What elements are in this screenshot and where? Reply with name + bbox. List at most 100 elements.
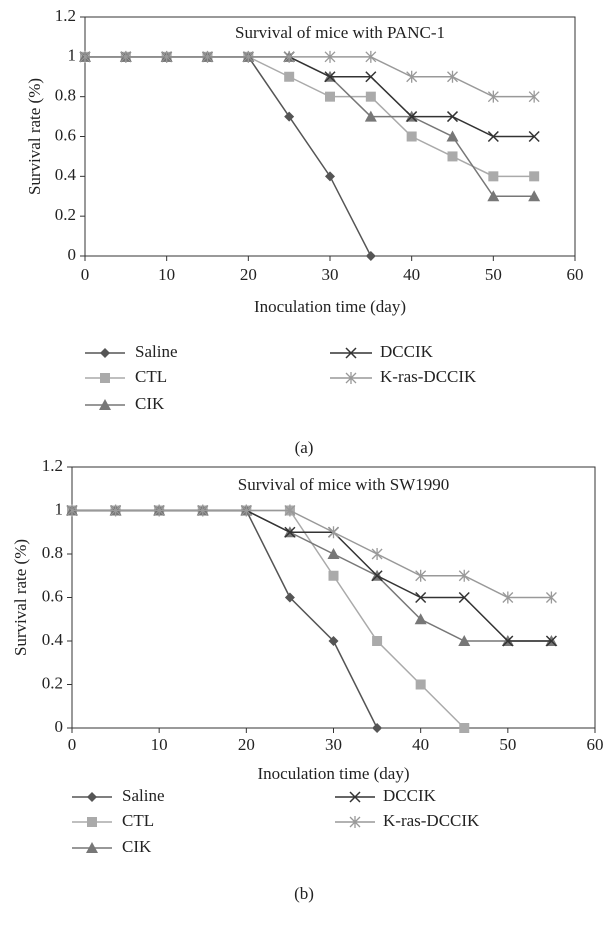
- series-line: [72, 509, 552, 642]
- legend-label: K-ras-DCCIK: [383, 811, 480, 830]
- marker: [545, 591, 557, 604]
- chart-title: Survival of mice with PANC-1: [235, 23, 445, 42]
- marker: [406, 131, 417, 142]
- marker: [372, 723, 383, 733]
- legend-label: Saline: [135, 342, 178, 361]
- series-line: [72, 509, 465, 729]
- marker: [86, 842, 98, 853]
- legend-label: DCCIK: [380, 342, 434, 361]
- marker: [87, 817, 97, 827]
- marker: [242, 50, 254, 63]
- y-tick-label: 0: [68, 245, 77, 264]
- marker: [324, 71, 336, 83]
- marker: [349, 791, 361, 803]
- marker: [502, 591, 514, 604]
- marker: [528, 130, 540, 143]
- marker: [110, 504, 122, 517]
- marker: [284, 592, 295, 603]
- x-tick-label: 30: [322, 265, 339, 284]
- marker: [459, 723, 470, 733]
- marker: [371, 570, 383, 582]
- x-tick-label: 10: [151, 735, 168, 754]
- marker: [458, 635, 471, 646]
- y-axis-label: Survival rate (%): [25, 78, 44, 195]
- marker: [415, 591, 427, 604]
- marker: [458, 591, 470, 604]
- y-tick-label: 1.2: [55, 6, 76, 25]
- chart-title: Survival of mice with SW1990: [238, 475, 450, 494]
- caption: (b): [294, 884, 314, 903]
- marker: [447, 151, 458, 162]
- marker: [284, 71, 295, 82]
- marker: [345, 372, 357, 384]
- x-tick-label: 30: [325, 735, 342, 754]
- marker: [153, 504, 165, 517]
- marker: [446, 111, 459, 123]
- x-tick-label: 50: [499, 735, 516, 754]
- marker: [284, 111, 295, 122]
- marker: [458, 569, 470, 582]
- legend-label: K-ras-DCCIK: [380, 367, 477, 386]
- x-tick-label: 40: [403, 265, 420, 284]
- marker: [161, 50, 173, 63]
- marker: [100, 348, 110, 358]
- caption: (a): [295, 438, 314, 457]
- series-line: [72, 509, 378, 729]
- marker: [328, 570, 339, 581]
- legend-label: CIK: [135, 394, 165, 413]
- marker: [284, 526, 296, 538]
- legend-label: CTL: [135, 367, 167, 386]
- x-tick-label: 60: [567, 265, 584, 284]
- marker: [406, 70, 418, 83]
- series-line: [85, 56, 535, 138]
- x-tick-label: 0: [68, 735, 77, 754]
- series-line: [72, 509, 552, 642]
- y-tick-label: 0.6: [42, 586, 63, 605]
- marker: [372, 636, 383, 646]
- marker: [365, 91, 376, 102]
- marker: [502, 635, 514, 647]
- marker: [415, 679, 426, 690]
- marker: [327, 548, 340, 559]
- marker: [345, 347, 357, 359]
- marker: [371, 548, 383, 560]
- marker: [328, 526, 339, 539]
- y-tick-label: 0.4: [42, 630, 64, 649]
- marker: [325, 91, 335, 102]
- x-axis-label: Inoculation time (day): [257, 764, 409, 783]
- marker: [545, 635, 557, 647]
- y-tick-label: 0.2: [55, 205, 76, 224]
- marker: [364, 110, 377, 122]
- marker: [529, 171, 540, 182]
- marker: [120, 50, 132, 63]
- marker: [488, 171, 499, 182]
- marker: [328, 636, 339, 646]
- marker: [79, 50, 91, 63]
- marker: [528, 190, 541, 202]
- y-tick-label: 0.4: [55, 165, 77, 184]
- legend-label: Saline: [122, 786, 165, 805]
- marker: [284, 504, 296, 517]
- marker: [365, 251, 376, 261]
- y-tick-label: 0: [55, 717, 64, 736]
- legend-label: CIK: [122, 837, 152, 856]
- x-tick-label: 60: [587, 735, 604, 754]
- marker: [325, 171, 335, 182]
- marker: [365, 71, 377, 83]
- marker: [528, 90, 540, 103]
- series-line: [85, 56, 535, 197]
- marker: [202, 50, 213, 63]
- y-tick-label: 1.2: [42, 456, 63, 475]
- marker: [283, 50, 295, 63]
- marker: [66, 504, 78, 517]
- marker: [415, 569, 427, 582]
- x-tick-label: 20: [240, 265, 257, 284]
- y-tick-label: 0.2: [42, 673, 63, 692]
- x-tick-label: 0: [81, 265, 90, 284]
- legend-label: DCCIK: [383, 786, 437, 805]
- series-line: [72, 509, 552, 599]
- y-axis-label: Survival rate (%): [11, 539, 30, 656]
- series-line: [85, 56, 372, 257]
- marker: [87, 792, 97, 802]
- marker: [414, 613, 427, 625]
